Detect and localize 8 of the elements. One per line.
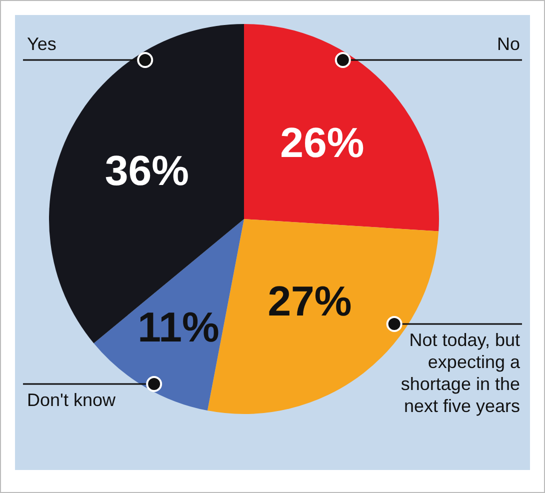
slice-label: Yes bbox=[27, 34, 56, 54]
slice-label: Don't know bbox=[27, 390, 116, 410]
data-label: 36% bbox=[104, 146, 189, 194]
slice-label: Not today, but expecting a shortage in the next five years bbox=[400, 330, 521, 416]
data-label: 27% bbox=[268, 277, 352, 324]
data-label: 11% bbox=[138, 303, 220, 350]
data-label: 26% bbox=[280, 119, 364, 166]
slice-label: No bbox=[496, 34, 520, 54]
